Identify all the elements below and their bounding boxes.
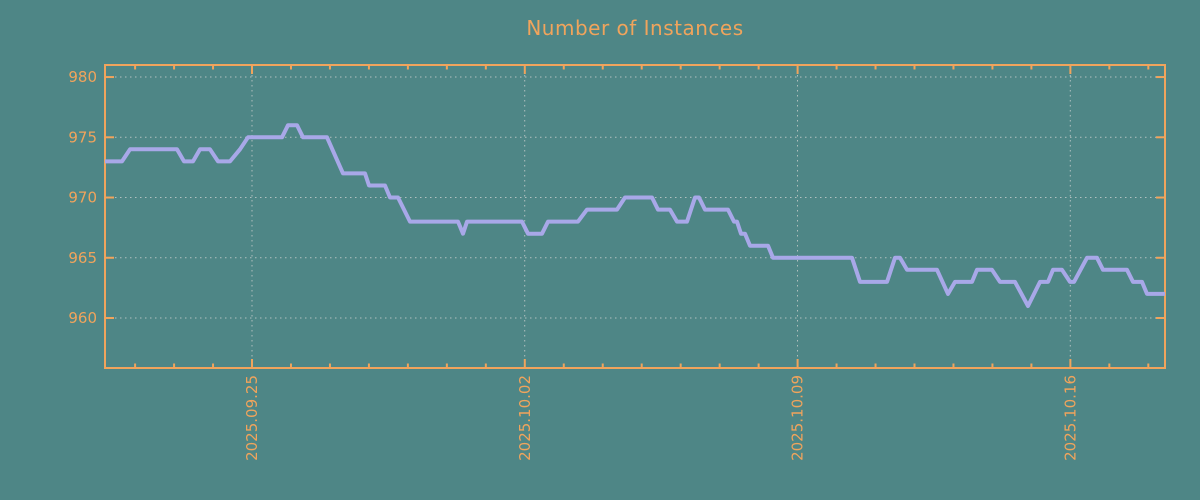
x-tick-label: 2025.09.25 xyxy=(243,375,261,461)
y-tick-label: 975 xyxy=(68,128,97,146)
x-tick-label: 2025.10.16 xyxy=(1061,375,1079,461)
plot-frame xyxy=(104,64,1166,369)
y-tick-label: 970 xyxy=(68,189,97,207)
x-tick-label: 2025.10.09 xyxy=(789,375,807,461)
chart-title: Number of Instances xyxy=(526,16,744,40)
y-tick-label: 965 xyxy=(68,249,97,267)
y-tick-label: 960 xyxy=(68,309,97,327)
x-tick-label: 2025.10.02 xyxy=(516,375,534,461)
y-tick-label: 980 xyxy=(68,68,97,86)
series-line-instances xyxy=(105,123,1165,308)
